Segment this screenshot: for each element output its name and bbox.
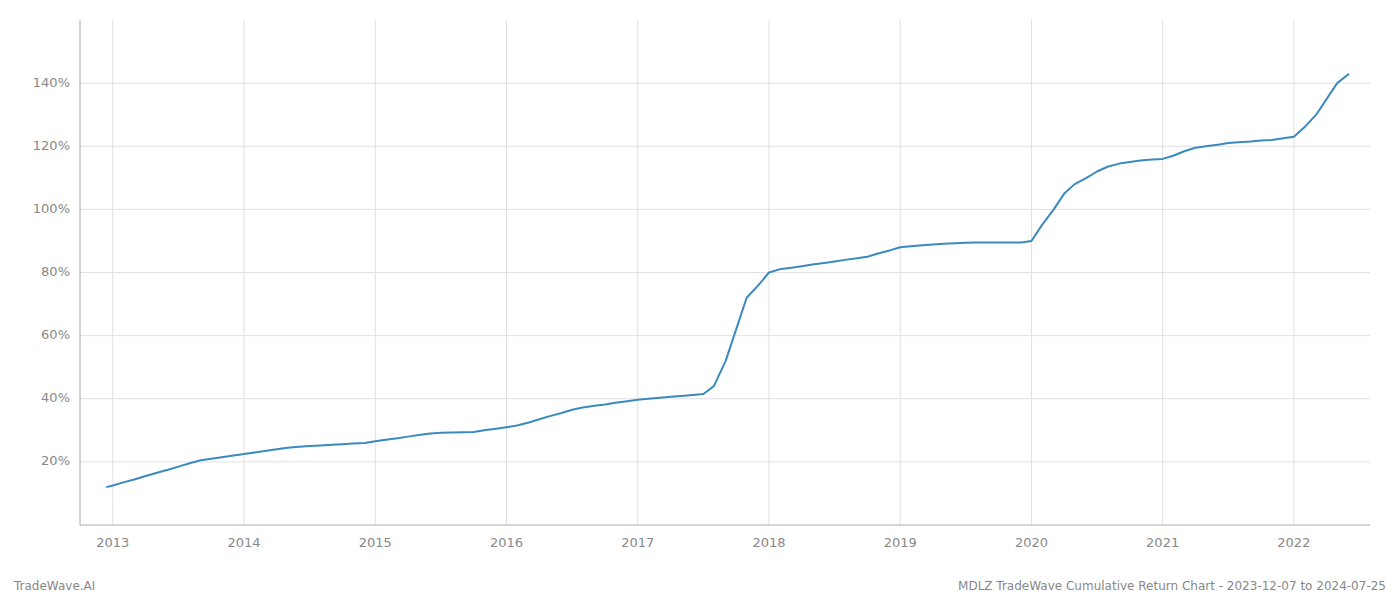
x-grid-line (1162, 20, 1163, 525)
x-tick-label: 2017 (621, 535, 654, 550)
chart: 20% 40% 60% 80% 100% 120% 140% 2013 2014 2015 2016… (0, 0, 1400, 600)
x-grid-line (244, 20, 245, 525)
y-tick-label: 80% (41, 264, 70, 279)
x-tick-label: 2020 (1015, 535, 1048, 550)
footer-right: MDLZ TradeWave Cumulative Return Chart -… (958, 579, 1386, 593)
footer-left: TradeWave.AI (13, 579, 95, 593)
y-tick-label: 140% (33, 75, 70, 90)
x-tick-label: 2022 (1277, 535, 1310, 550)
x-grid-line (1293, 20, 1294, 525)
y-grid-line (80, 461, 1370, 462)
y-grid-line (80, 83, 1370, 84)
x-axis-line (80, 525, 1370, 526)
y-grid-line (80, 209, 1370, 210)
x-grid-line (637, 20, 638, 525)
y-grid-line (80, 335, 1370, 336)
x-grid-line (506, 20, 507, 525)
x-tick-label: 2019 (884, 535, 917, 550)
x-grid-line (375, 20, 376, 525)
y-tick-label: 60% (41, 327, 70, 342)
y-tick-label: 20% (41, 453, 70, 468)
x-grid-line (112, 20, 113, 525)
axes: 20% 40% 60% 80% 100% 120% 140% 2013 2014 2015 2016… (33, 20, 1370, 550)
y-tick-label: 40% (41, 390, 70, 405)
y-grid-line (80, 146, 1370, 147)
x-tick-label: 2018 (752, 535, 785, 550)
plot-area (106, 74, 1349, 487)
y-grid-line (80, 398, 1370, 399)
y-tick-label: 120% (33, 138, 70, 153)
x-tick-label: 2013 (96, 535, 129, 550)
x-grid-line (1031, 20, 1032, 525)
return-line (106, 74, 1349, 487)
x-grid-line (900, 20, 901, 525)
x-tick-label: 2015 (359, 535, 392, 550)
y-tick-label: 100% (33, 201, 70, 216)
x-tick-label: 2021 (1146, 535, 1179, 550)
x-tick-label: 2016 (490, 535, 523, 550)
y-axis-line (80, 20, 81, 525)
grid (80, 20, 1370, 525)
y-grid-line (80, 272, 1370, 273)
x-tick-label: 2014 (227, 535, 260, 550)
